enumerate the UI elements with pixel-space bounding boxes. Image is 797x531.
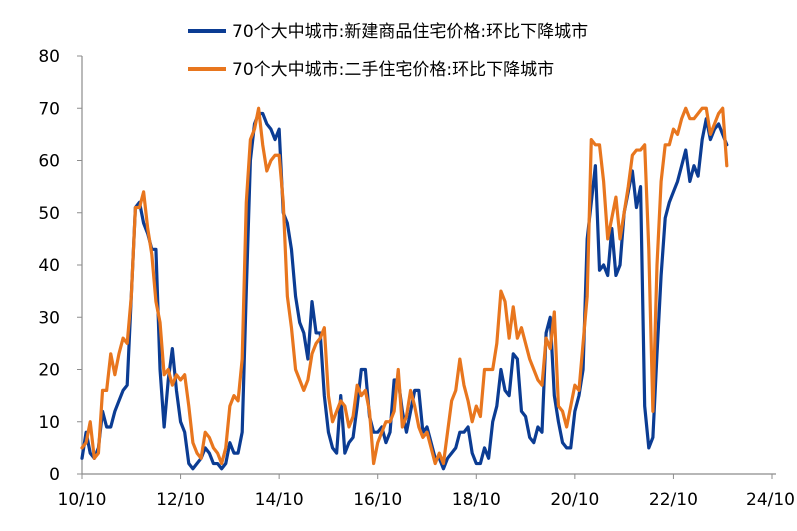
x-tick-label: 10/10 bbox=[58, 490, 107, 510]
x-axis-ticks: 10/10 12/10 14/10 16/10 18/10 20/10 22/10 24/10 bbox=[58, 474, 795, 510]
y-tick-label: 80 bbox=[38, 47, 60, 67]
y-tick-label: 30 bbox=[38, 308, 60, 328]
legend-label-second-hand: 70个大中城市:二手住宅价格:环比下降城市 bbox=[232, 60, 554, 80]
x-tick-label: 12/10 bbox=[156, 490, 205, 510]
series-layer bbox=[80, 106, 729, 471]
axes: 10/10 12/10 14/10 16/10 18/10 20/10 22/10 24/10… bbox=[38, 47, 795, 510]
y-tick-label: 20 bbox=[38, 361, 60, 381]
y-tick-label: 40 bbox=[38, 256, 60, 276]
x-tick-label: 24/10 bbox=[746, 490, 795, 510]
x-tick-label: 22/10 bbox=[649, 490, 698, 510]
legend: 70个大中城市:新建商品住宅价格:环比下降城市 70个大中城市:二手住宅价格:环… bbox=[188, 22, 588, 80]
y-tick-label: 70 bbox=[38, 99, 60, 119]
y-tick-label: 0 bbox=[49, 465, 60, 485]
x-tick-label: 16/10 bbox=[353, 490, 402, 510]
x-tick-label: 20/10 bbox=[550, 490, 599, 510]
legend-item-second-hand: 70个大中城市:二手住宅价格:环比下降城市 bbox=[188, 60, 554, 80]
legend-item-new-home: 70个大中城市:新建商品住宅价格:环比下降城市 bbox=[188, 22, 588, 42]
x-tick-label: 14/10 bbox=[255, 490, 304, 510]
y-tick-label: 60 bbox=[38, 152, 60, 172]
y-axis-ticks: 0 10 20 30 40 50 60 70 80 bbox=[38, 47, 82, 485]
x-tick-label: 18/10 bbox=[452, 490, 501, 510]
series-line-second-hand bbox=[80, 106, 729, 466]
legend-label-new-home: 70个大中城市:新建商品住宅价格:环比下降城市 bbox=[232, 22, 588, 42]
y-tick-label: 10 bbox=[38, 413, 60, 433]
y-tick-label: 50 bbox=[38, 204, 60, 224]
